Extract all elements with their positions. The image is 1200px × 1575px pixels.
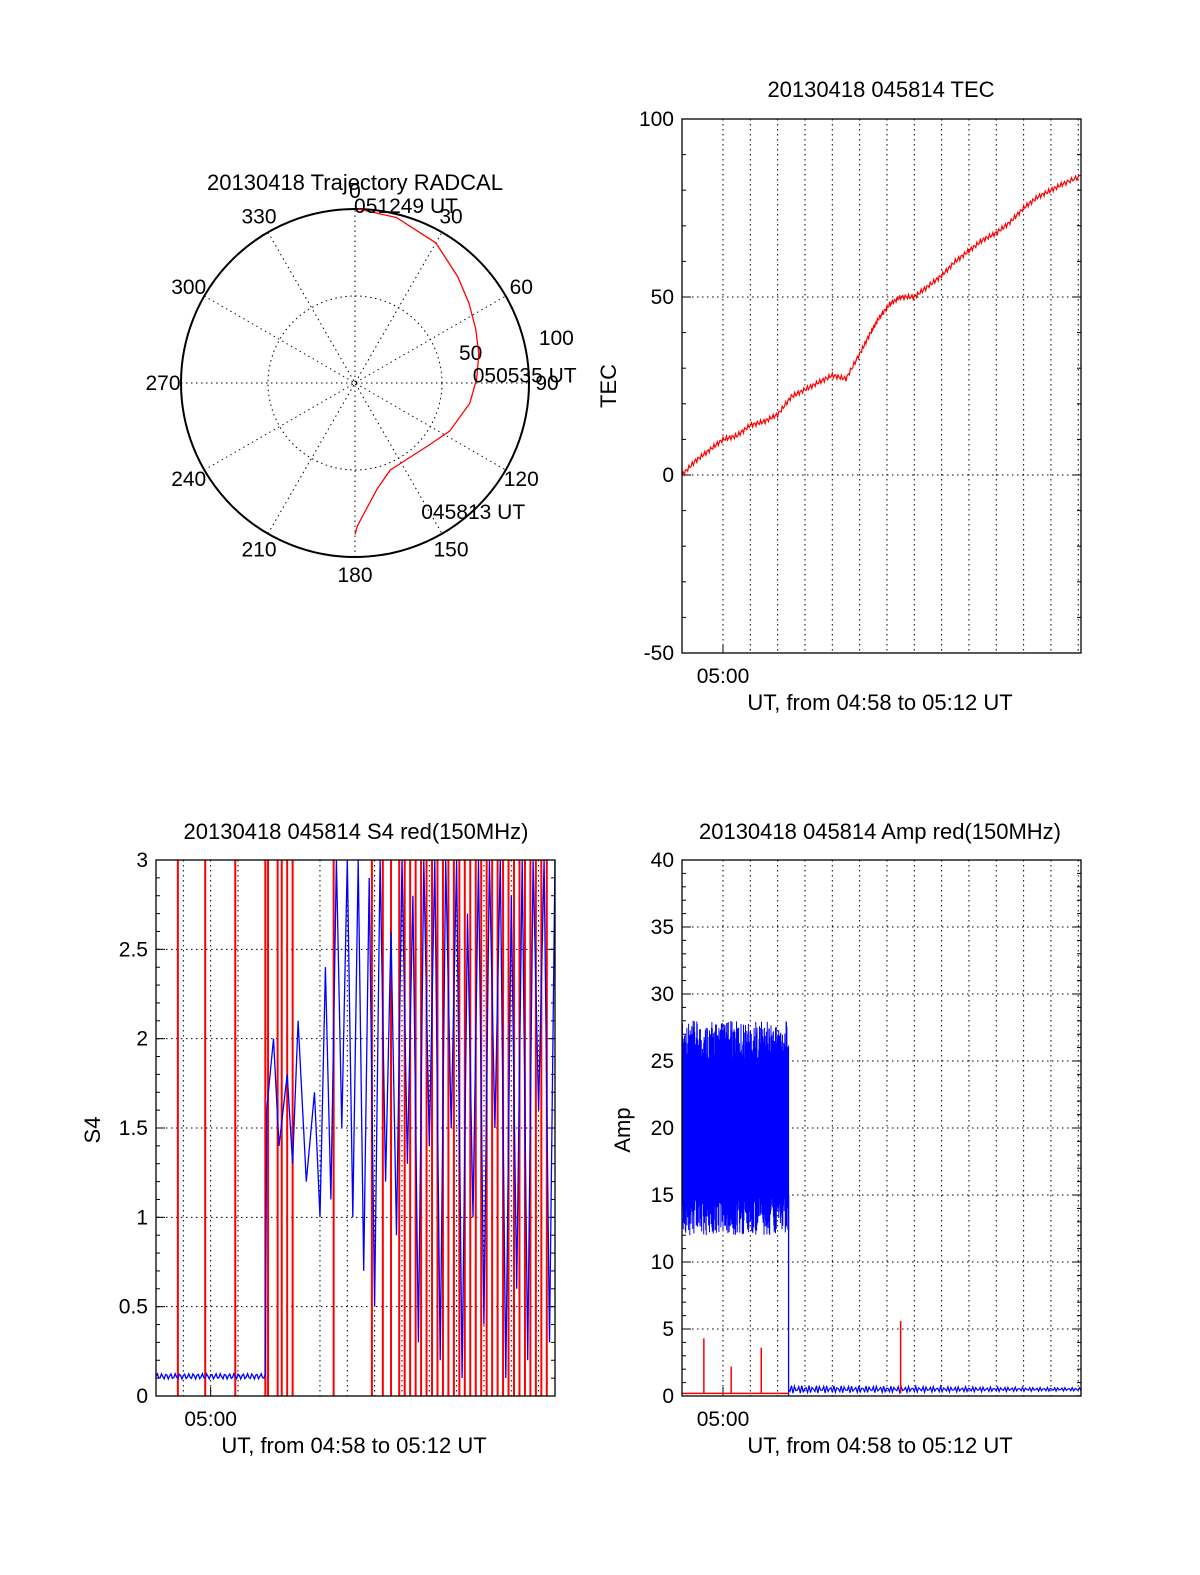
s4-grid xyxy=(156,859,555,1397)
amp-ytick-label: 15 xyxy=(651,1184,674,1207)
amp-ytick-label: 5 xyxy=(662,1318,674,1341)
polar-trajectory-series xyxy=(354,208,480,535)
amp-x-axis-label: UT, from 04:58 to 05:12 UT xyxy=(747,1433,1012,1458)
polar-angle-label-60: 60 xyxy=(510,276,533,299)
s4-series xyxy=(155,859,556,1396)
polar-annotation-1: 050535 UT xyxy=(473,365,577,388)
polar-spoke-120 xyxy=(204,295,506,471)
trajectory-polar-plot: 20130418 Trajectory RADCAL 0 30 60 90 120 150… xyxy=(145,170,576,587)
amp-ytick-label: 30 xyxy=(651,983,674,1006)
tec-x-axis-label: UT, from 04:58 to 05:12 UT xyxy=(747,690,1012,715)
s4-ytick-label: 3 xyxy=(136,849,148,872)
polar-annotation-0: 051249 UT xyxy=(354,195,458,218)
s4-x-tick-labels: 05:00 xyxy=(184,1408,237,1431)
polar-angle-label-150: 150 xyxy=(433,538,468,561)
s4-ytick-label: 0 xyxy=(136,1385,148,1408)
polar-spoke-60 xyxy=(204,295,506,471)
amp-series xyxy=(681,1020,1082,1396)
polar-spoke-150 xyxy=(267,232,443,534)
amp-ytick-label: 10 xyxy=(651,1251,674,1274)
polar-trajectory-line xyxy=(354,208,480,535)
polar-angle-label-0: 0 xyxy=(349,180,361,203)
tec-chart: 20130418 045814 TEC -50 0 50 100 05:00 UT, … xyxy=(596,77,1082,715)
polar-spoke-30 xyxy=(267,232,443,534)
polar-angle-label-330: 330 xyxy=(241,206,276,229)
polar-angle-label-180: 180 xyxy=(337,564,372,587)
amp-frame xyxy=(681,859,1082,1397)
s4-chart: 20130418 045814 S4 red(150MHz) 0 0.5 1 1.5 2… xyxy=(80,819,556,1458)
polar-angle-label-270: 270 xyxy=(145,372,180,395)
amp-ytick-label: 0 xyxy=(662,1385,674,1408)
s4-blue-line xyxy=(155,859,556,1381)
polar-title: 20130418 Trajectory RADCAL xyxy=(207,170,503,195)
amp-blue-tail xyxy=(788,1383,1082,1395)
s4-ytick-label: 0.5 xyxy=(119,1296,148,1319)
polar-angle-label-90: 90 xyxy=(535,372,558,395)
tec-ytick-label: -50 xyxy=(644,642,674,665)
polar-outer-ring xyxy=(180,208,530,558)
tec-line xyxy=(681,174,1082,478)
polar-radial-label-100: 100 xyxy=(539,327,574,350)
tec-frame xyxy=(681,118,1082,654)
polar-radial-label-50: 50 xyxy=(459,342,482,365)
polar-angle-label-240: 240 xyxy=(171,468,206,491)
s4-ytick-label: 1 xyxy=(136,1206,148,1229)
s4-y-tick-labels: 0 0.5 1 1.5 2 2.5 3 xyxy=(119,849,148,1408)
polar-grid xyxy=(181,209,529,557)
s4-xtick-label: 05:00 xyxy=(184,1408,237,1431)
polar-annotation-2: 045813 UT xyxy=(421,501,525,524)
tec-series xyxy=(681,174,1082,478)
amp-ytick-label: 35 xyxy=(651,916,674,939)
amp-ytick-label: 20 xyxy=(651,1117,674,1140)
amp-xtick-label: 05:00 xyxy=(697,1408,750,1431)
tec-x-tick-labels: 05:00 xyxy=(697,665,750,688)
polar-angle-label-300: 300 xyxy=(171,276,206,299)
s4-ytick-label: 2 xyxy=(136,1028,148,1051)
amp-y-axis-label: Amp xyxy=(610,1107,635,1152)
s4-title: 20130418 045814 S4 red(150MHz) xyxy=(184,819,529,844)
polar-radial-labels: 50 100 xyxy=(459,327,574,365)
tec-ytick-label: 100 xyxy=(639,108,674,131)
polar-angle-label-120: 120 xyxy=(504,468,539,491)
s4-ytick-label: 2.5 xyxy=(119,938,148,961)
tec-grid xyxy=(682,118,1081,654)
amp-chart: 20130418 045814 Amp red(150MHz) 0 5 10 15 20… xyxy=(610,819,1082,1458)
s4-frame xyxy=(155,859,556,1397)
amp-blue-band xyxy=(681,1020,790,1236)
amp-x-tick-labels: 05:00 xyxy=(697,1408,750,1431)
polar-annotations: 051249 UT 050535 UT 045813 UT xyxy=(354,195,577,524)
tec-xtick-label: 05:00 xyxy=(697,665,750,688)
polar-angle-label-210: 210 xyxy=(241,538,276,561)
s4-y-axis-label: S4 xyxy=(80,1117,105,1144)
tec-ytick-label: 0 xyxy=(662,464,674,487)
s4-x-axis-label: UT, from 04:58 to 05:12 UT xyxy=(221,1433,486,1458)
amp-ytick-label: 25 xyxy=(651,1050,674,1073)
polar-angle-labels: 0 30 60 90 120 150 180 210 240 270 300 330 xyxy=(145,180,558,587)
amp-title: 20130418 045814 Amp red(150MHz) xyxy=(699,819,1061,844)
amp-ytick-label: 40 xyxy=(651,849,674,872)
s4-ytick-label: 1.5 xyxy=(119,1117,148,1140)
polar-ring-50 xyxy=(267,295,443,471)
tec-y-tick-labels: -50 0 50 100 xyxy=(639,108,674,665)
polar-angle-label-30: 30 xyxy=(439,206,462,229)
tec-y-axis-label: TEC xyxy=(596,364,621,408)
tec-title: 20130418 045814 TEC xyxy=(767,77,994,102)
amp-y-tick-labels: 0 5 10 15 20 25 30 35 40 xyxy=(651,849,674,1408)
tec-ytick-label: 50 xyxy=(651,286,674,309)
